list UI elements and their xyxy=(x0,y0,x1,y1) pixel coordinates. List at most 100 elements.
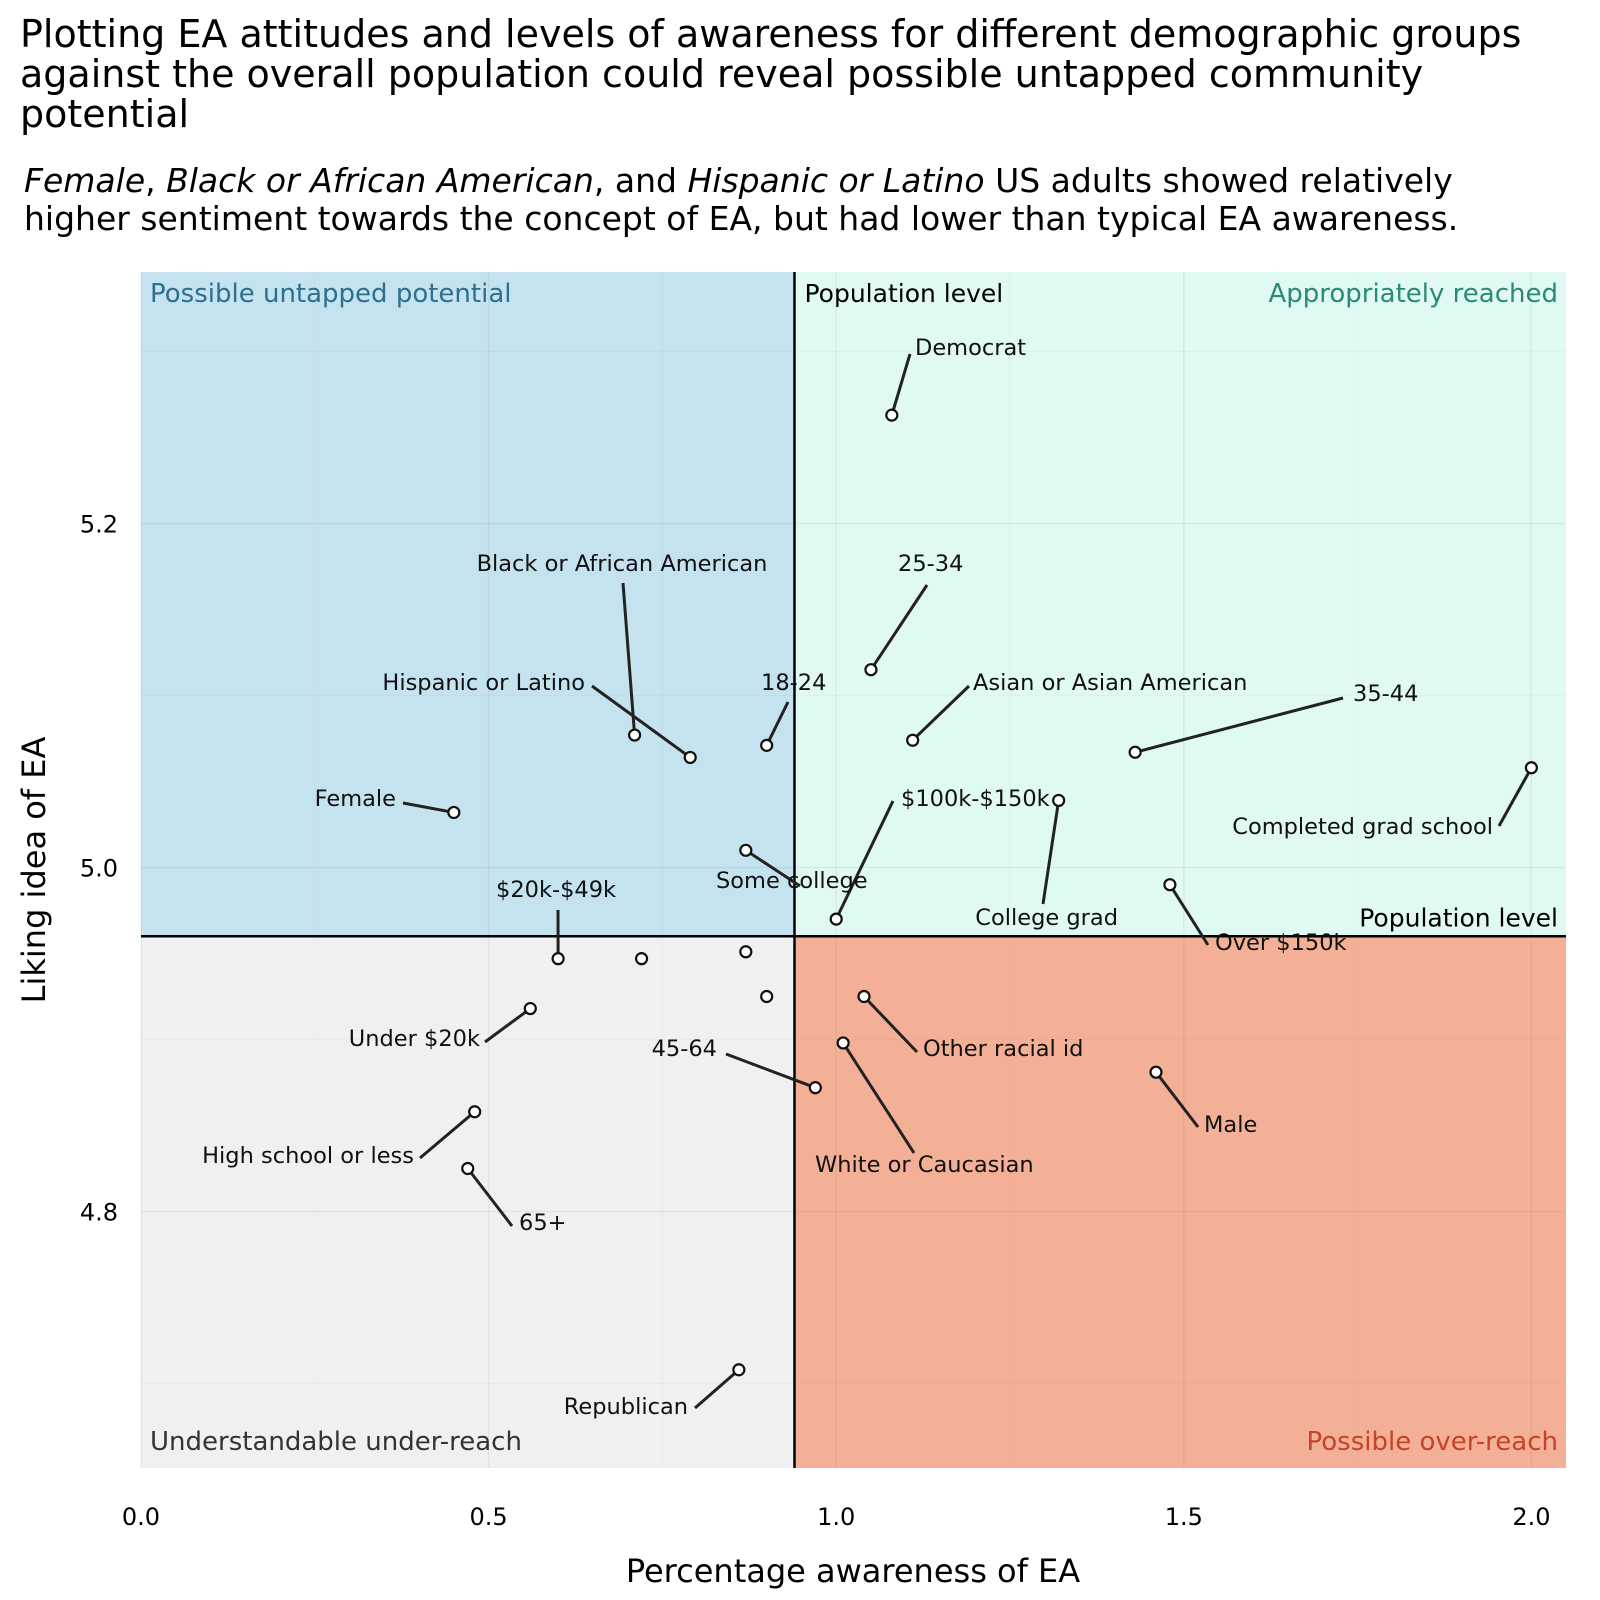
quadrant-backgrounds xyxy=(141,272,1566,1468)
leader-white-or-caucasian xyxy=(841,1042,916,1154)
leader-over-150k xyxy=(1168,883,1210,946)
quadrant-label-under: Understandable under-reach xyxy=(150,1427,522,1457)
point-some-college xyxy=(739,843,753,857)
quadrant-label-reached: Appropriately reached xyxy=(1268,279,1558,309)
point-label-some-college: Some college xyxy=(716,868,868,894)
gridlines xyxy=(140,272,1566,1468)
point-100k-150k xyxy=(829,912,843,926)
leader-100k-150k xyxy=(834,800,895,920)
y-tick-label: 4.8 xyxy=(80,1199,118,1227)
leader-black-or-african-american xyxy=(621,582,637,736)
point-label-asian-or-asian-american: Asian or Asian American xyxy=(973,670,1247,696)
point-republican xyxy=(732,1363,746,1377)
point-label-white-or-caucasian: White or Caucasian xyxy=(815,1152,1034,1178)
quadrant-untapped-bg xyxy=(141,272,795,937)
point-asian-or-asian-american xyxy=(906,733,920,747)
leader-college-grad xyxy=(1041,800,1061,905)
point-18-24 xyxy=(760,738,774,752)
point-hispanic-or-latino xyxy=(683,750,697,765)
leader-65 xyxy=(466,1167,514,1227)
point-white-or-caucasian xyxy=(836,1036,850,1050)
x-tick-label: 1.0 xyxy=(817,1503,855,1531)
point-label-completed-grad-school: Completed grad school xyxy=(1232,814,1493,840)
leader-some-college xyxy=(744,849,801,888)
point-label-45-64: 45-64 xyxy=(652,1036,717,1062)
point-20k-49k xyxy=(551,952,565,966)
leader-other-racial-id xyxy=(862,995,919,1054)
y-tick-label: 5.0 xyxy=(80,855,118,883)
point-label-25-34: 25-34 xyxy=(898,551,963,577)
leader-republican xyxy=(694,1368,740,1410)
point-label-male: Male xyxy=(1204,1112,1257,1138)
point-label-republican: Republican xyxy=(564,1394,688,1420)
y-axis-title: Liking idea of EA xyxy=(15,737,53,1004)
point-label-under-20k: Under $20k xyxy=(349,1026,480,1052)
point-label-black-or-african-american: Black or African American xyxy=(477,551,768,577)
data-points xyxy=(447,408,1539,1377)
point-label-20k-49k: $20k-$49k xyxy=(496,877,616,903)
leader-35-44 xyxy=(1134,696,1344,754)
x-tick-label: 0.5 xyxy=(470,1503,508,1531)
x-tick-label: 2.0 xyxy=(1512,1503,1550,1531)
leader-hispanic-or-latino xyxy=(591,684,692,759)
point-label-female: Female xyxy=(315,786,396,812)
subtitle-group-hispanic: Hispanic or Latino xyxy=(687,161,985,200)
axis-ticks: 0.0 0.5 1.0 1.5 2.0 4.8 5.0 5.2 Percentage aware… xyxy=(15,511,1550,1591)
leader-democrat xyxy=(890,353,912,416)
quadrant-label-untapped: Possible untapped potential xyxy=(150,279,511,309)
point-unlabeled-15 xyxy=(739,945,753,959)
point-65 xyxy=(461,1161,475,1176)
point-college-grad xyxy=(1052,793,1066,808)
leader-under-20k xyxy=(484,1007,532,1044)
subtitle-sep-1: , xyxy=(145,161,167,200)
point-label-65: 65+ xyxy=(519,1210,566,1236)
point-label-other-racial-id: Other racial id xyxy=(923,1036,1083,1062)
point-other-racial-id xyxy=(857,989,871,1004)
x-tick-label: 1.5 xyxy=(1165,1503,1203,1531)
point-unlabeled-14 xyxy=(634,952,649,966)
point-black-or-african-american xyxy=(627,728,642,742)
point-25-34 xyxy=(864,663,878,677)
leader-male xyxy=(1154,1071,1200,1128)
subtitle-sep-2: , and xyxy=(593,161,688,200)
leader-asian-or-asian-american xyxy=(911,684,971,742)
subtitle-group-female: Female xyxy=(24,161,146,200)
chart-subtitle: Female, Black or African American, and H… xyxy=(24,162,1564,238)
point-labels: Democrat 25-34 Asian or Asian American 35-4… xyxy=(202,335,1493,1420)
point-label-35-44: 35-44 xyxy=(1353,681,1418,707)
point-high-school-or-less xyxy=(468,1105,482,1119)
point-over-150k xyxy=(1163,878,1177,892)
point-under-20k xyxy=(523,1001,537,1016)
leader-25-34 xyxy=(869,584,929,671)
population-label-horizontal: Population level xyxy=(1359,903,1558,932)
chart-title: Plotting EA attitudes and levels of awar… xyxy=(20,12,1522,136)
subtitle-rest: US adults showed relatively higher senti… xyxy=(24,161,1459,238)
quadrant-label-over: Possible over-reach xyxy=(1307,1427,1558,1457)
point-label-democrat: Democrat xyxy=(915,335,1026,361)
subtitle-group-black: Black or African American xyxy=(166,161,594,200)
leader-18-24 xyxy=(765,701,790,747)
point-male xyxy=(1149,1065,1163,1079)
quadrant-labels: Possible untapped potential Appropriately… xyxy=(150,279,1558,1457)
point-label-high-school-or-less: High school or less xyxy=(202,1143,414,1169)
point-label-hispanic-or-latino: Hispanic or Latino xyxy=(382,670,585,696)
x-tick-label: 0.0 xyxy=(122,1503,160,1531)
quadrant-reached-bg xyxy=(794,272,1566,937)
y-tick-label: 5.2 xyxy=(80,511,118,539)
population-label-vertical: Population level xyxy=(804,279,1003,308)
label-leader-lines xyxy=(402,353,1533,1410)
point-45-64 xyxy=(808,1081,822,1095)
point-label-over-150k: Over $150k xyxy=(1215,930,1347,956)
quadrant-under-bg xyxy=(141,936,795,1468)
point-completed-grad-school xyxy=(1524,761,1539,775)
point-label-100k-150k: $100k-$150k xyxy=(901,786,1050,812)
point-unlabeled-16 xyxy=(760,989,774,1004)
quadrant-over-bg xyxy=(794,936,1566,1468)
x-axis-title: Percentage awareness of EA xyxy=(626,1552,1080,1590)
point-35-44 xyxy=(1128,745,1142,759)
leader-female xyxy=(402,801,455,814)
leader-45-64 xyxy=(725,1052,816,1090)
leader-high-school-or-less xyxy=(419,1110,476,1160)
point-female xyxy=(447,805,461,820)
